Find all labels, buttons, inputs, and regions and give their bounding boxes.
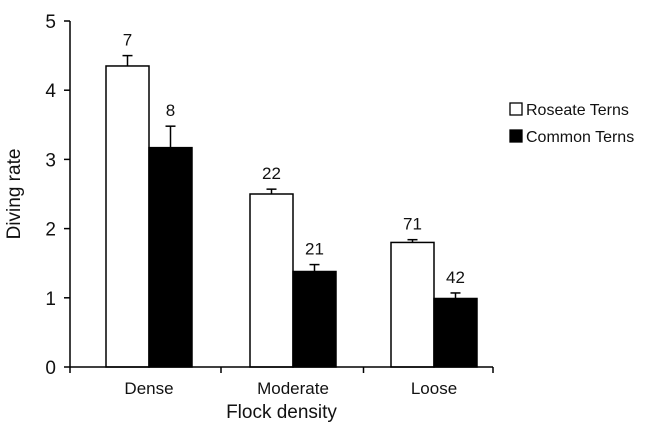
y-tick-label: 3: [45, 150, 56, 171]
x-axis-title: Flock density: [226, 402, 337, 423]
legend: Roseate Terns Common Terns: [509, 102, 634, 146]
y-tick-label: 5: [45, 12, 56, 33]
y-tick-label: 0: [45, 358, 56, 379]
sample-size-label: 71: [403, 215, 422, 234]
sample-size-label: 7: [123, 31, 132, 50]
sample-size-label: 21: [305, 240, 324, 259]
data-labels: 7 22 71 8 21 42: [123, 31, 465, 287]
legend-swatch-common-terns: [509, 129, 523, 143]
y-tick-label: 2: [45, 220, 56, 241]
category-label-dense: Dense: [124, 379, 173, 398]
y-tick-label: 1: [45, 289, 56, 310]
legend-label: Roseate Terns: [526, 102, 629, 119]
y-axis-title: Diving rate: [4, 149, 25, 240]
y-tick-label: 4: [45, 81, 56, 102]
bar-common-terns-loose: [433, 297, 478, 368]
x-category-labels: Dense Moderate Loose: [124, 379, 457, 398]
bars-layer: [105, 54, 478, 368]
bar-common-terns-dense: [148, 146, 193, 368]
sample-size-label: 42: [446, 268, 465, 287]
bar-roseate-terns-loose: [390, 241, 435, 368]
sample-size-label: 8: [166, 101, 175, 120]
axes-layer: [69, 21, 493, 368]
legend-swatch-roseate-terns: [509, 102, 523, 116]
bar-roseate-terns-moderate: [249, 193, 294, 368]
legend-label: Common Terns: [526, 129, 634, 146]
category-label-moderate: Moderate: [257, 379, 329, 398]
bar-roseate-terns-dense: [105, 65, 150, 368]
bar-common-terns-moderate: [292, 270, 337, 368]
category-label-loose: Loose: [411, 379, 457, 398]
sample-size-label: 22: [262, 164, 281, 183]
y-ticks: 0 1 2 3 4 5: [45, 12, 494, 379]
